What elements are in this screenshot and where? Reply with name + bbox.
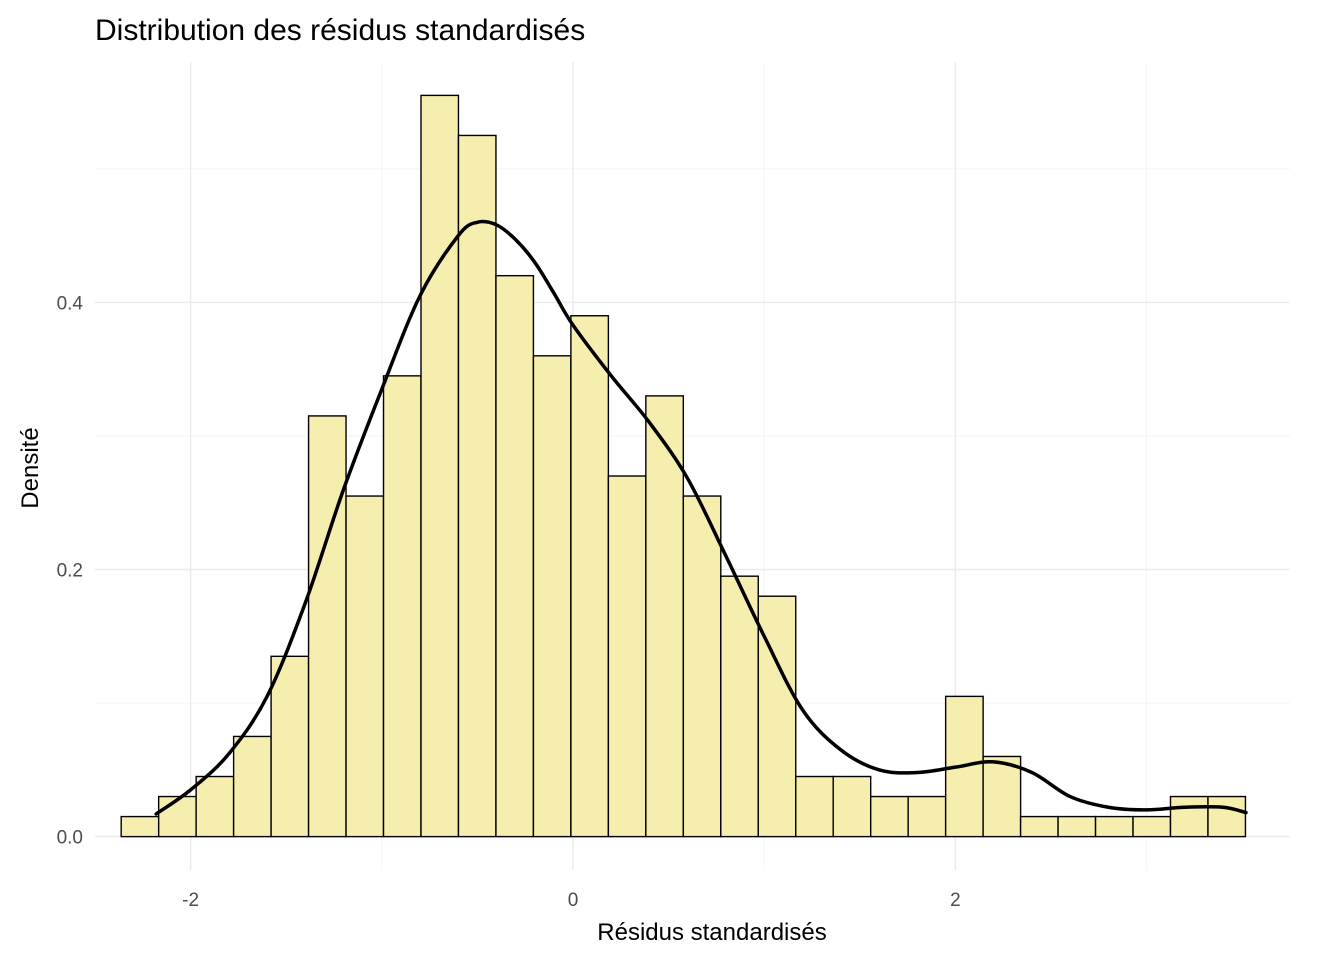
histogram-bar <box>832 775 872 838</box>
histogram-bar <box>982 755 1022 838</box>
y-tick-label: 0.0 <box>57 828 83 849</box>
histogram-bar <box>270 655 310 838</box>
y-axis-title: Densité <box>17 427 44 508</box>
histogram-bar <box>382 375 422 838</box>
histogram-bar <box>420 94 460 838</box>
density-curve <box>154 219 1248 816</box>
histogram-bar <box>120 815 160 838</box>
x-tick-label: -2 <box>182 890 199 911</box>
histogram-bar <box>1019 815 1059 838</box>
histogram-bar <box>869 795 909 838</box>
chart-title: Distribution des résidus standardisés <box>95 14 585 47</box>
y-tick-label: 0.4 <box>57 293 84 314</box>
histogram-bar <box>345 495 385 838</box>
histogram-bar <box>570 315 610 838</box>
histogram-bar <box>1094 815 1134 838</box>
histogram-bar <box>907 795 947 838</box>
x-axis-ticks: -2 0 2 <box>182 890 961 911</box>
histogram-bar <box>645 395 685 838</box>
y-tick-label: 0.2 <box>57 561 83 582</box>
histogram-bar <box>457 134 497 838</box>
histogram-bar <box>307 415 347 838</box>
histogram-bar <box>1132 815 1172 838</box>
histogram-bar <box>532 355 572 838</box>
histogram-bar <box>795 775 834 838</box>
y-axis-ticks: 0.0 0.2 0.4 <box>57 293 84 848</box>
histogram-bar <box>232 735 272 838</box>
histogram-bar <box>720 575 759 838</box>
histogram-bar <box>607 475 647 838</box>
histogram-bar <box>682 495 722 838</box>
histogram-bar <box>495 274 535 838</box>
histogram-bar <box>157 795 197 838</box>
histogram-bar <box>1057 815 1097 838</box>
x-axis-title: Résidus standardisés <box>597 919 826 946</box>
histogram-bar <box>195 775 235 838</box>
x-tick-label: 2 <box>950 890 961 911</box>
x-tick-label: 0 <box>568 890 579 911</box>
histogram-bar <box>1207 795 1247 838</box>
histogram-bars <box>120 94 1247 838</box>
histogram-bar <box>1169 795 1209 838</box>
